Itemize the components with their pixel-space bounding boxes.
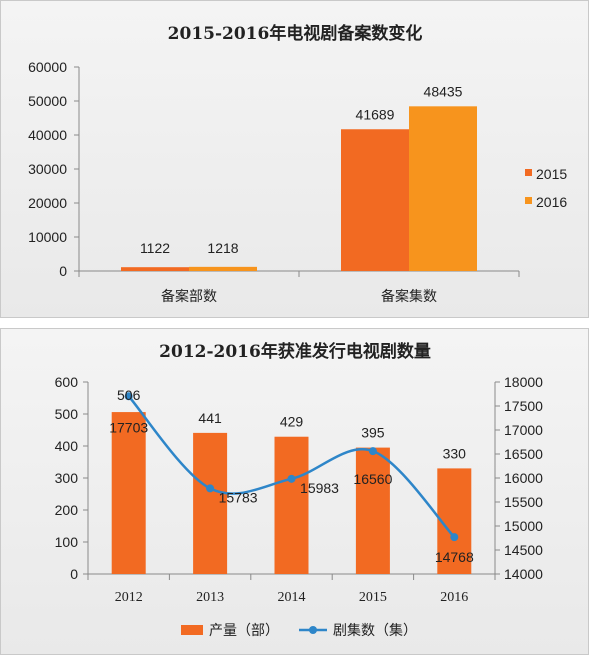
y-right-tick-label: 15500 <box>504 494 543 510</box>
y-right-tick-label: 18000 <box>504 374 543 390</box>
y-right-tick-label: 16500 <box>504 446 543 462</box>
line-data-label: 16560 <box>353 471 392 487</box>
chart-title: 2012-2016年获准发行电视剧数量 <box>159 341 431 362</box>
y-right-tick-label: 14500 <box>504 542 543 558</box>
y-right-tick-label: 14000 <box>504 566 543 582</box>
legend-label: 剧集数（集） <box>333 622 417 639</box>
y-left-tick-label: 100 <box>55 534 79 550</box>
line-data-label: 15783 <box>219 489 258 505</box>
legend: 产量（部） 剧集数（集） <box>181 622 417 639</box>
y-tick-label: 0 <box>59 263 67 279</box>
episodes-point-2014 <box>287 474 296 483</box>
bar-data-label: 506 <box>117 387 141 403</box>
y-tick-label: 10000 <box>28 229 67 245</box>
bar-data-label: 330 <box>443 445 467 461</box>
y-left-tick-label: 200 <box>55 502 79 518</box>
chart-panel-approvals: 2012-2016年获准发行电视剧数量 0 100 200 300 400 500 600 14… <box>0 328 589 655</box>
filings-chart: 2015-2016年电视剧备案数变化 0 10000 20000 30000 40000 5… <box>28 23 567 305</box>
y-right-tick-label: 17500 <box>504 398 543 414</box>
y-right-tick-label: 15000 <box>504 518 543 534</box>
bar-data-label: 441 <box>198 410 222 426</box>
bar-2016-0 <box>189 266 257 271</box>
bar-data-label: 429 <box>280 414 304 430</box>
bar-2016-1 <box>409 106 477 271</box>
legend-swatch-marker <box>309 626 317 634</box>
y-tick-label: 20000 <box>28 195 67 211</box>
line-data-label: 15983 <box>300 480 339 496</box>
line-data-label: 14768 <box>435 549 474 565</box>
x-category-label: 2016 <box>440 590 468 605</box>
bar-production-2015 <box>355 447 390 574</box>
legend-swatch-2016 <box>525 197 532 204</box>
bar-production-2013 <box>193 432 228 574</box>
chart-title: 2015-2016年电视剧备案数变化 <box>168 23 423 44</box>
bar-production-2016 <box>437 468 472 574</box>
y-left-tick-label: 0 <box>70 566 78 582</box>
data-label: 1218 <box>207 240 238 256</box>
data-label: 41689 <box>356 106 395 122</box>
data-label: 48435 <box>424 83 463 99</box>
legend-swatch-production <box>181 625 203 635</box>
bar-production-2012 <box>111 412 146 574</box>
x-category-label: 备案集数 <box>381 288 437 305</box>
line-data-label: 17703 <box>109 419 148 435</box>
episodes-point-2012 <box>124 392 133 401</box>
data-label: 1122 <box>140 240 170 256</box>
y-right-tick-label: 16000 <box>504 470 543 486</box>
y-tick-label: 60000 <box>28 59 67 75</box>
y-tick-label: 30000 <box>28 161 67 177</box>
x-category-label: 2015 <box>359 590 387 605</box>
bar-production-2014 <box>274 436 309 574</box>
x-category-label: 备案部数 <box>161 288 217 305</box>
episodes-point-2015 <box>368 447 377 456</box>
y-tick-label: 40000 <box>28 127 67 143</box>
bar-2015-0 <box>121 267 189 271</box>
y-left-tick-label: 400 <box>55 438 79 454</box>
bar-data-label: 395 <box>361 425 385 441</box>
y-left-tick-label: 600 <box>55 374 79 390</box>
legend-label: 2015 <box>536 166 567 182</box>
x-category-label: 2012 <box>115 590 143 605</box>
episodes-point-2013 <box>206 484 215 493</box>
x-category-label: 2013 <box>196 590 224 605</box>
episodes-point-2016 <box>450 533 459 542</box>
legend-label: 产量（部） <box>209 623 279 639</box>
legend-label: 2016 <box>536 194 567 210</box>
approvals-chart: 2012-2016年获准发行电视剧数量 0 100 200 300 400 500 600 14… <box>55 341 544 639</box>
x-category-label: 2014 <box>278 590 306 605</box>
chart-panel-filings: 2015-2016年电视剧备案数变化 0 10000 20000 30000 40000 5… <box>0 0 589 318</box>
bar-2015-1 <box>341 129 409 271</box>
y-left-tick-label: 300 <box>55 470 79 486</box>
y-left-tick-label: 500 <box>55 406 79 422</box>
legend-swatch-2015 <box>525 169 532 176</box>
y-right-tick-label: 17000 <box>504 422 543 438</box>
y-tick-label: 50000 <box>28 93 67 109</box>
